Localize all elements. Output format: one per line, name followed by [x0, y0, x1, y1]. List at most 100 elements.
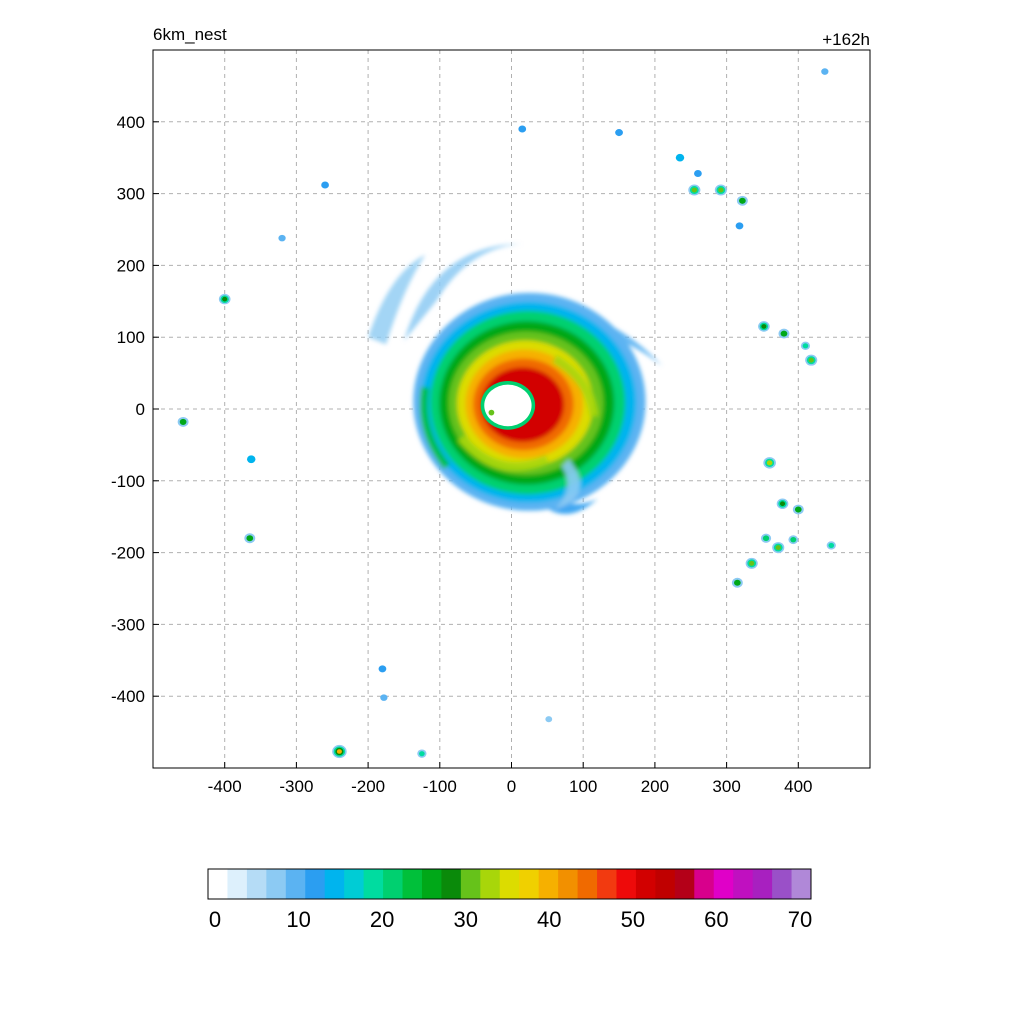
colorbar-swatch — [538, 869, 559, 899]
chart-title-right: +162h — [822, 30, 870, 49]
colorbar-swatch — [363, 869, 384, 899]
y-tick-label: 100 — [117, 328, 145, 347]
cell-contour — [790, 536, 797, 543]
plot-area: -400 -300 -200 -100 0 100 200 300 400 400 300 200 1… — [111, 49, 871, 796]
colorbar-swatch — [480, 869, 501, 899]
x-tick-label: -300 — [279, 777, 313, 796]
convective-cell — [378, 665, 387, 673]
cell-contour — [780, 330, 788, 337]
cell-contour — [222, 296, 228, 302]
colorbar-tick-labels: 0 10 20 30 40 50 60 70 — [209, 907, 812, 932]
colorbar-swatches — [208, 869, 812, 899]
colorbar-swatch — [752, 869, 773, 899]
rainband-northwest — [403, 243, 523, 341]
colorbar-tick-label: 40 — [537, 907, 561, 932]
colorbar-swatch — [421, 869, 442, 899]
convective-cell — [731, 577, 743, 588]
storm-eye — [484, 384, 532, 427]
convective-cell — [177, 416, 189, 427]
cell-contour — [321, 181, 329, 189]
convective-cell — [688, 184, 701, 196]
cell-contour — [794, 506, 802, 513]
y-tick-label: 0 — [136, 400, 145, 419]
colorbar-swatch — [733, 869, 754, 899]
y-tick-label: -100 — [111, 472, 145, 491]
y-tick-label: -300 — [111, 615, 145, 634]
colorbar-swatch — [266, 869, 287, 899]
x-tick-label: 200 — [641, 777, 669, 796]
convective-cell — [776, 498, 789, 510]
convective-cell — [826, 541, 836, 550]
convective-cell — [675, 153, 685, 162]
cell-contour — [766, 460, 773, 466]
convective-cell — [545, 716, 553, 723]
colorbar-tick-label: 50 — [621, 907, 645, 932]
cell-contour — [179, 418, 187, 425]
colorbar-tick-label: 70 — [788, 907, 812, 932]
colorbar-tick-label: 30 — [453, 907, 477, 932]
convective-cell — [615, 129, 623, 137]
colorbar-tick-label: 0 — [209, 907, 221, 932]
x-tick-label: 300 — [712, 777, 740, 796]
convective-cell — [736, 195, 748, 206]
y-axis: 400 300 200 100 0 -100 -200 -300 -400 — [111, 113, 159, 706]
colorbar-swatch — [655, 869, 676, 899]
colorbar-swatch — [791, 869, 812, 899]
convective-cell — [417, 749, 427, 758]
colorbar-swatch — [324, 869, 345, 899]
cell-contour — [419, 751, 425, 757]
x-tick-label: -200 — [351, 777, 385, 796]
convective-cell — [694, 169, 702, 178]
cell-contour — [278, 234, 286, 242]
colorbar-swatch — [460, 869, 481, 899]
core-streak — [420, 386, 451, 469]
cell-contour — [779, 501, 786, 507]
x-tick-label: 0 — [507, 777, 516, 796]
convective-cell — [745, 557, 758, 569]
x-tick-label: -400 — [208, 777, 242, 796]
reflectivity-field — [177, 68, 836, 759]
convective-cell — [758, 321, 770, 332]
cell-contour — [735, 222, 744, 230]
cell-contour — [762, 535, 770, 542]
colorbar: 0 10 20 30 40 50 60 70 — [207, 868, 812, 932]
colorbar-swatch — [772, 869, 793, 899]
convective-cell — [278, 234, 286, 242]
convective-cell — [792, 504, 804, 515]
y-tick-label: 400 — [117, 113, 145, 132]
convective-cell — [778, 328, 790, 339]
cell-contour — [694, 169, 702, 178]
cell-contour — [734, 579, 741, 586]
cell-contour — [545, 716, 553, 723]
cell-contour — [380, 694, 388, 701]
cell-contour — [518, 125, 527, 133]
cell-contour — [718, 187, 724, 193]
colorbar-swatch — [499, 869, 520, 899]
convective-cell — [760, 533, 772, 543]
convective-cell — [800, 341, 811, 350]
convective-cell — [805, 354, 818, 366]
convective-cell — [332, 744, 347, 759]
colorbar-swatch — [519, 869, 540, 899]
convective-cell — [518, 125, 527, 133]
cell-contour — [821, 68, 829, 75]
cell-contour — [246, 535, 254, 542]
convective-cell — [380, 694, 388, 701]
convective-cell — [246, 455, 256, 464]
convective-cell — [735, 222, 744, 230]
colorbar-swatch — [713, 869, 734, 899]
cell-contour — [691, 187, 698, 193]
convective-cell — [321, 181, 329, 189]
x-axis: -400 -300 -200 -100 0 100 200 300 400 — [208, 762, 812, 796]
colorbar-swatch — [616, 869, 637, 899]
colorbar-tick-label: 60 — [704, 907, 728, 932]
convective-cell — [788, 535, 799, 545]
colorbar-tick-label: 20 — [370, 907, 394, 932]
cell-contour — [802, 343, 809, 349]
cell-contour — [828, 542, 835, 548]
colorbar-swatch — [694, 869, 715, 899]
colorbar-swatch — [402, 869, 423, 899]
colorbar-tick-label: 10 — [286, 907, 310, 932]
colorbar-swatch — [208, 869, 228, 899]
y-tick-label: -400 — [111, 687, 145, 706]
